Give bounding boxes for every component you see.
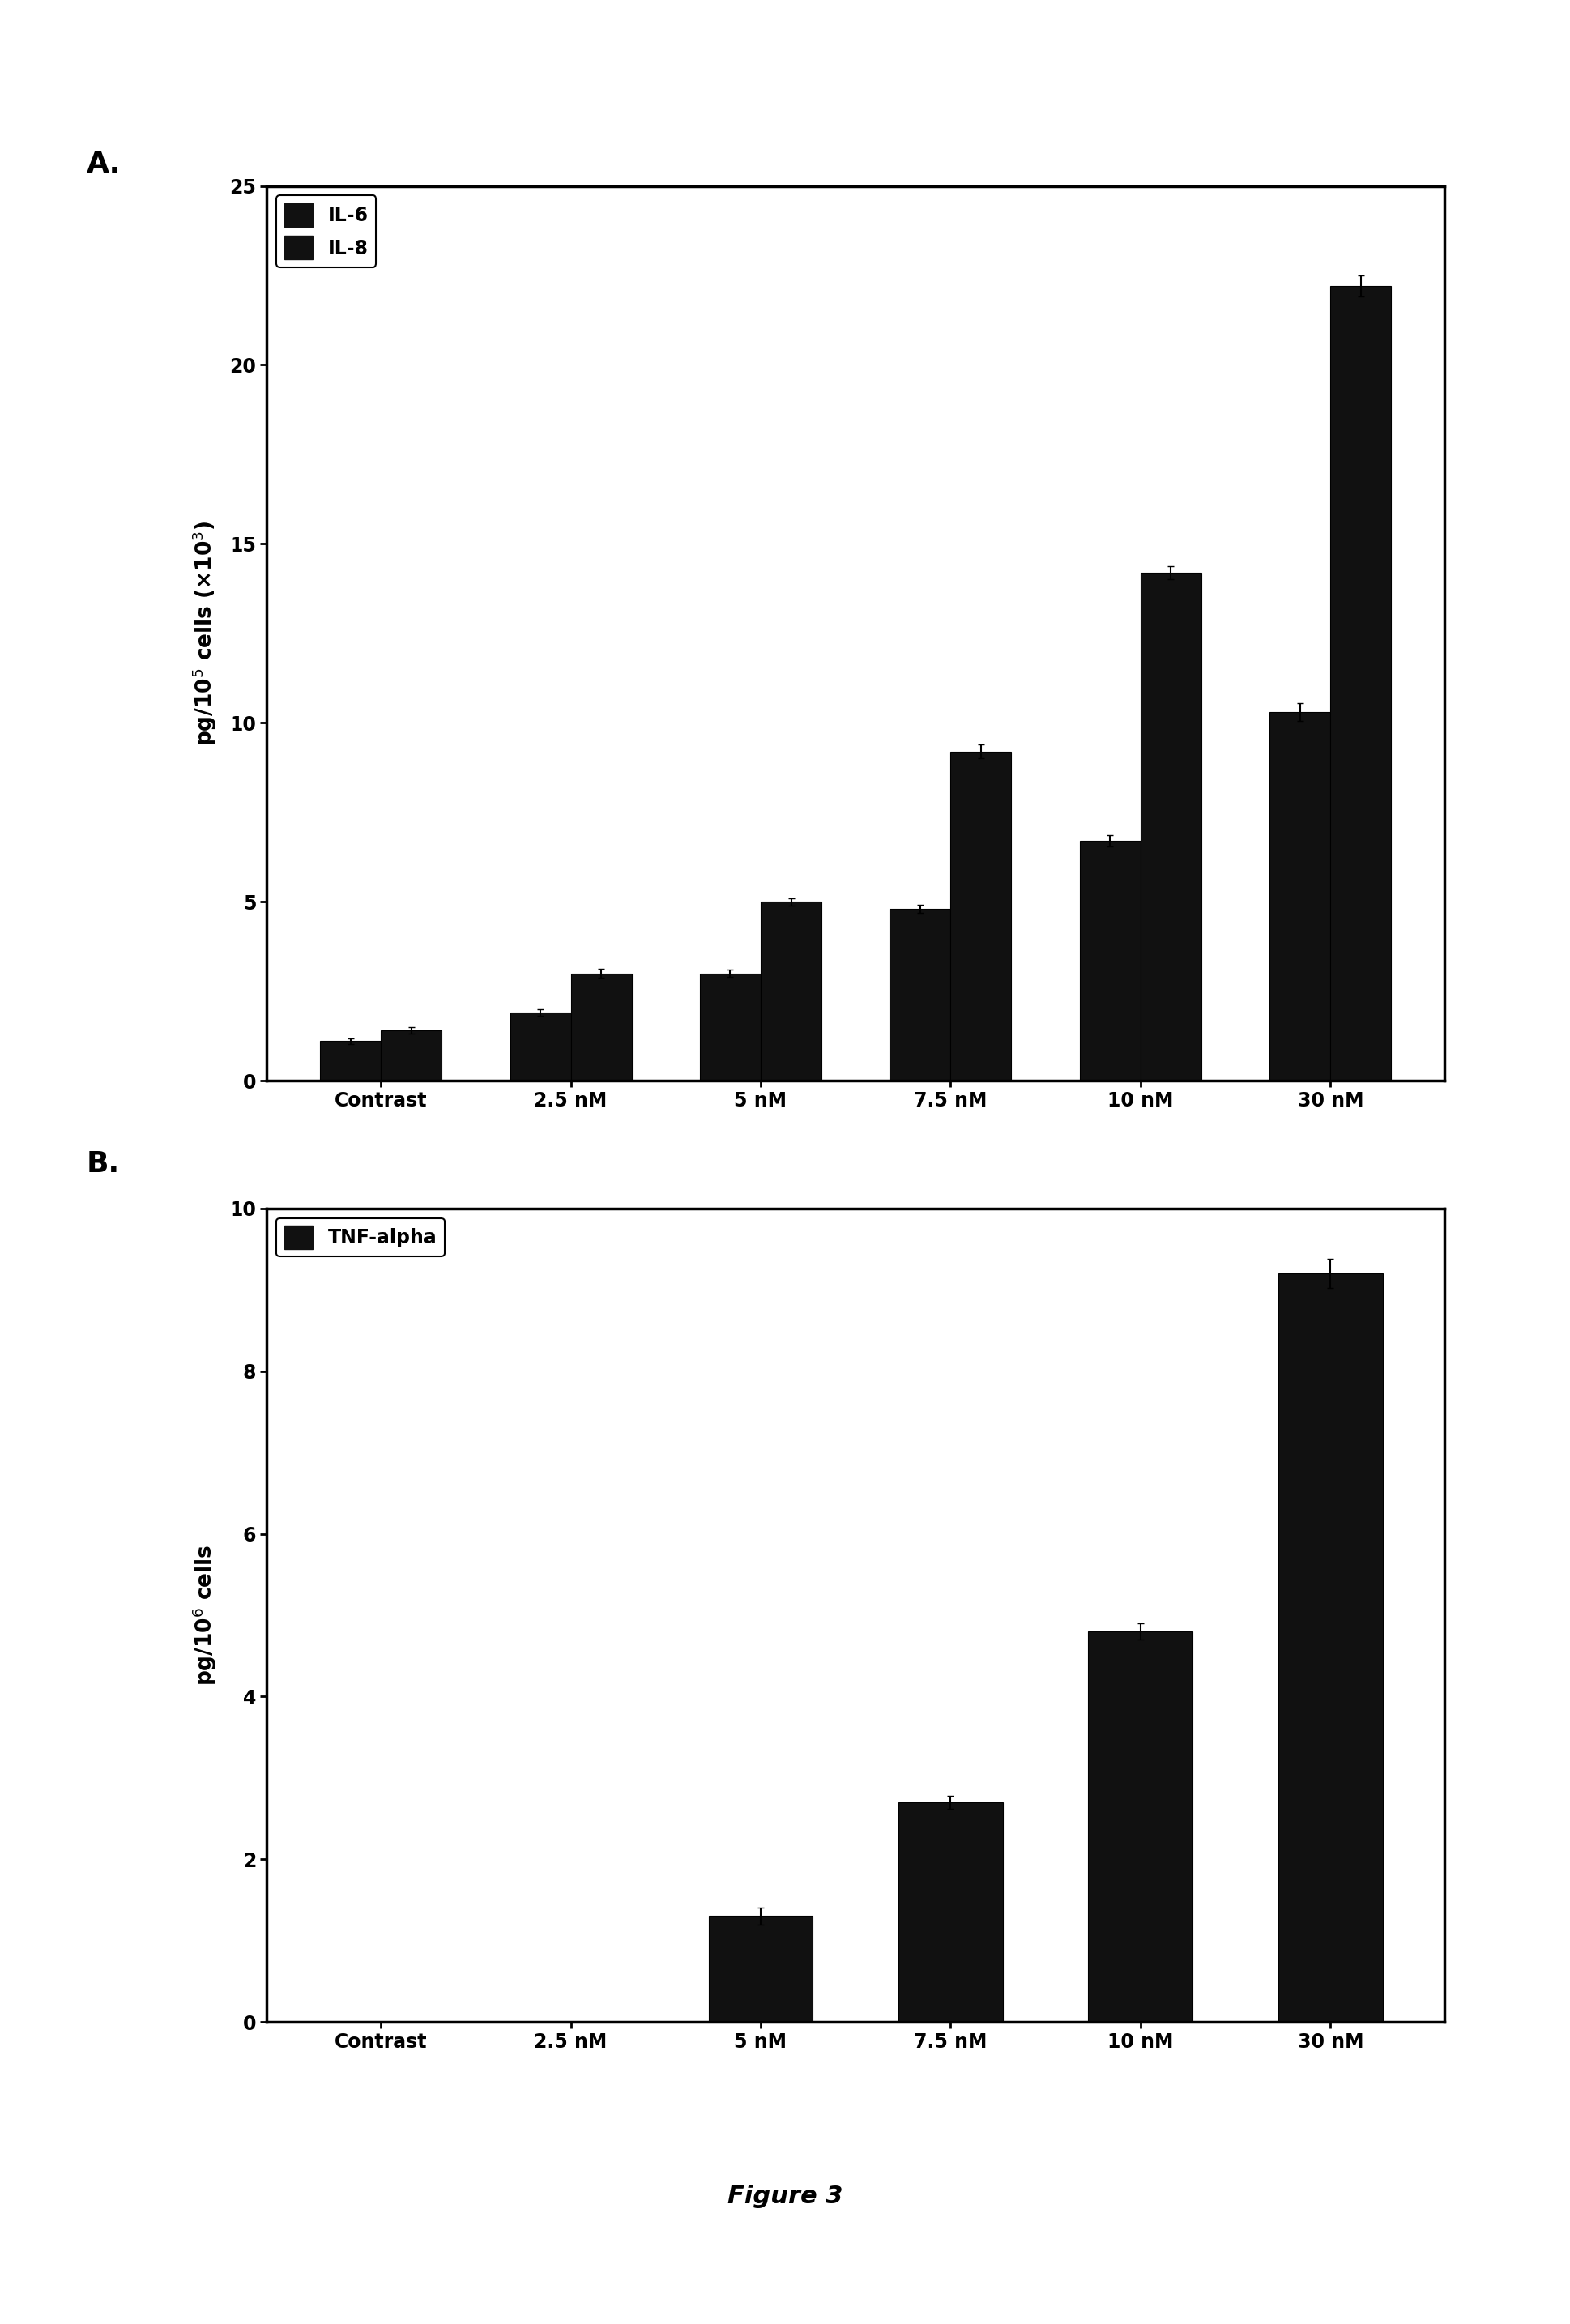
Bar [761,902,821,1081]
Text: Figure 3: Figure 3 [727,2185,843,2208]
Bar [1278,1274,1383,2022]
Bar [700,974,761,1081]
Bar [1088,1631,1193,2022]
Bar [898,1803,1003,2022]
Bar [1140,572,1201,1081]
Bar [1080,841,1140,1081]
Bar [571,974,631,1081]
Bar [890,909,950,1081]
Y-axis label: pg/10$^5$ cells (×10$^3$): pg/10$^5$ cells (×10$^3$) [190,521,218,746]
Legend: TNF-alpha: TNF-alpha [276,1218,444,1257]
Bar [320,1041,382,1081]
Y-axis label: pg/10$^6$ cells: pg/10$^6$ cells [190,1545,218,1685]
Bar [1330,286,1391,1081]
Bar [708,1915,813,2022]
Legend: IL-6, IL-8: IL-6, IL-8 [276,195,377,267]
Text: A.: A. [86,151,121,179]
Bar [510,1013,571,1081]
Bar [382,1030,441,1081]
Bar [950,751,1011,1081]
Text: B.: B. [86,1150,119,1178]
Bar [1270,711,1330,1081]
